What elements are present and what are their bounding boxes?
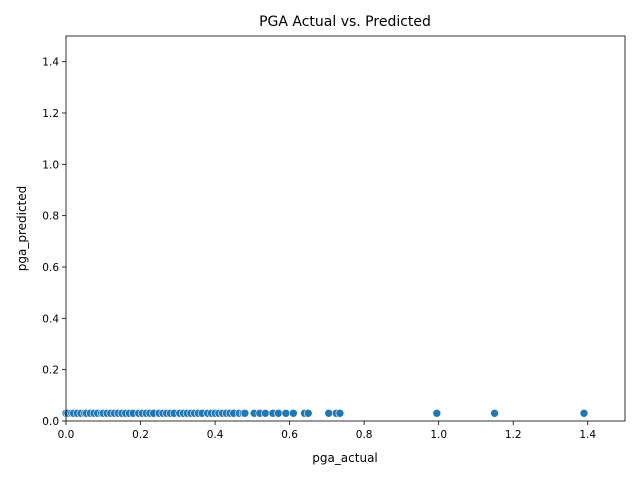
x-tick-label: 0.4: [207, 429, 224, 441]
data-point: [335, 408, 345, 418]
y-tick-label: 0.6: [42, 262, 59, 274]
y-tick-label: 0.4: [42, 313, 59, 325]
chart-title: PGA Actual vs. Predicted: [259, 14, 431, 30]
y-tick-label: 0.2: [42, 365, 59, 377]
y-tick-label: 1.2: [42, 108, 59, 120]
data-point: [303, 408, 313, 418]
data-point: [324, 408, 334, 418]
x-tick-label: 1.4: [579, 429, 596, 441]
y-tick-label: 0.8: [42, 211, 59, 223]
data-points: [61, 408, 589, 418]
x-tick-label: 0.2: [132, 429, 149, 441]
data-point: [579, 408, 589, 418]
x-tick-label: 1.0: [430, 429, 447, 441]
y-tick-label: 1.4: [42, 57, 59, 69]
data-point: [281, 408, 291, 418]
y-tick-label: 0.0: [42, 416, 59, 428]
plot-frame: [65, 35, 626, 422]
data-point: [240, 408, 250, 418]
data-point: [289, 408, 298, 418]
data-point: [432, 408, 442, 418]
x-tick-label: 0.8: [356, 429, 373, 441]
x-axis-label: pga_actual: [312, 451, 378, 465]
data-point: [490, 408, 499, 418]
x-tick-label: 0.6: [281, 429, 298, 441]
x-tick-label: 1.2: [505, 429, 522, 441]
x-axis-ticks: 0.0 0.2 0.4 0.6 0.8 1.0 1.2 1.4: [58, 421, 596, 441]
y-axis-ticks: 0.0 0.2 0.4 0.6 0.8 1.0 1.2 1.4: [42, 57, 66, 428]
data-point: [261, 408, 270, 418]
y-axis-label: pga_predicted: [15, 186, 29, 272]
axes: [65, 35, 626, 422]
y-tick-label: 1.0: [42, 159, 59, 171]
data-point: [274, 408, 283, 418]
x-tick-label: 0.0: [58, 429, 75, 441]
